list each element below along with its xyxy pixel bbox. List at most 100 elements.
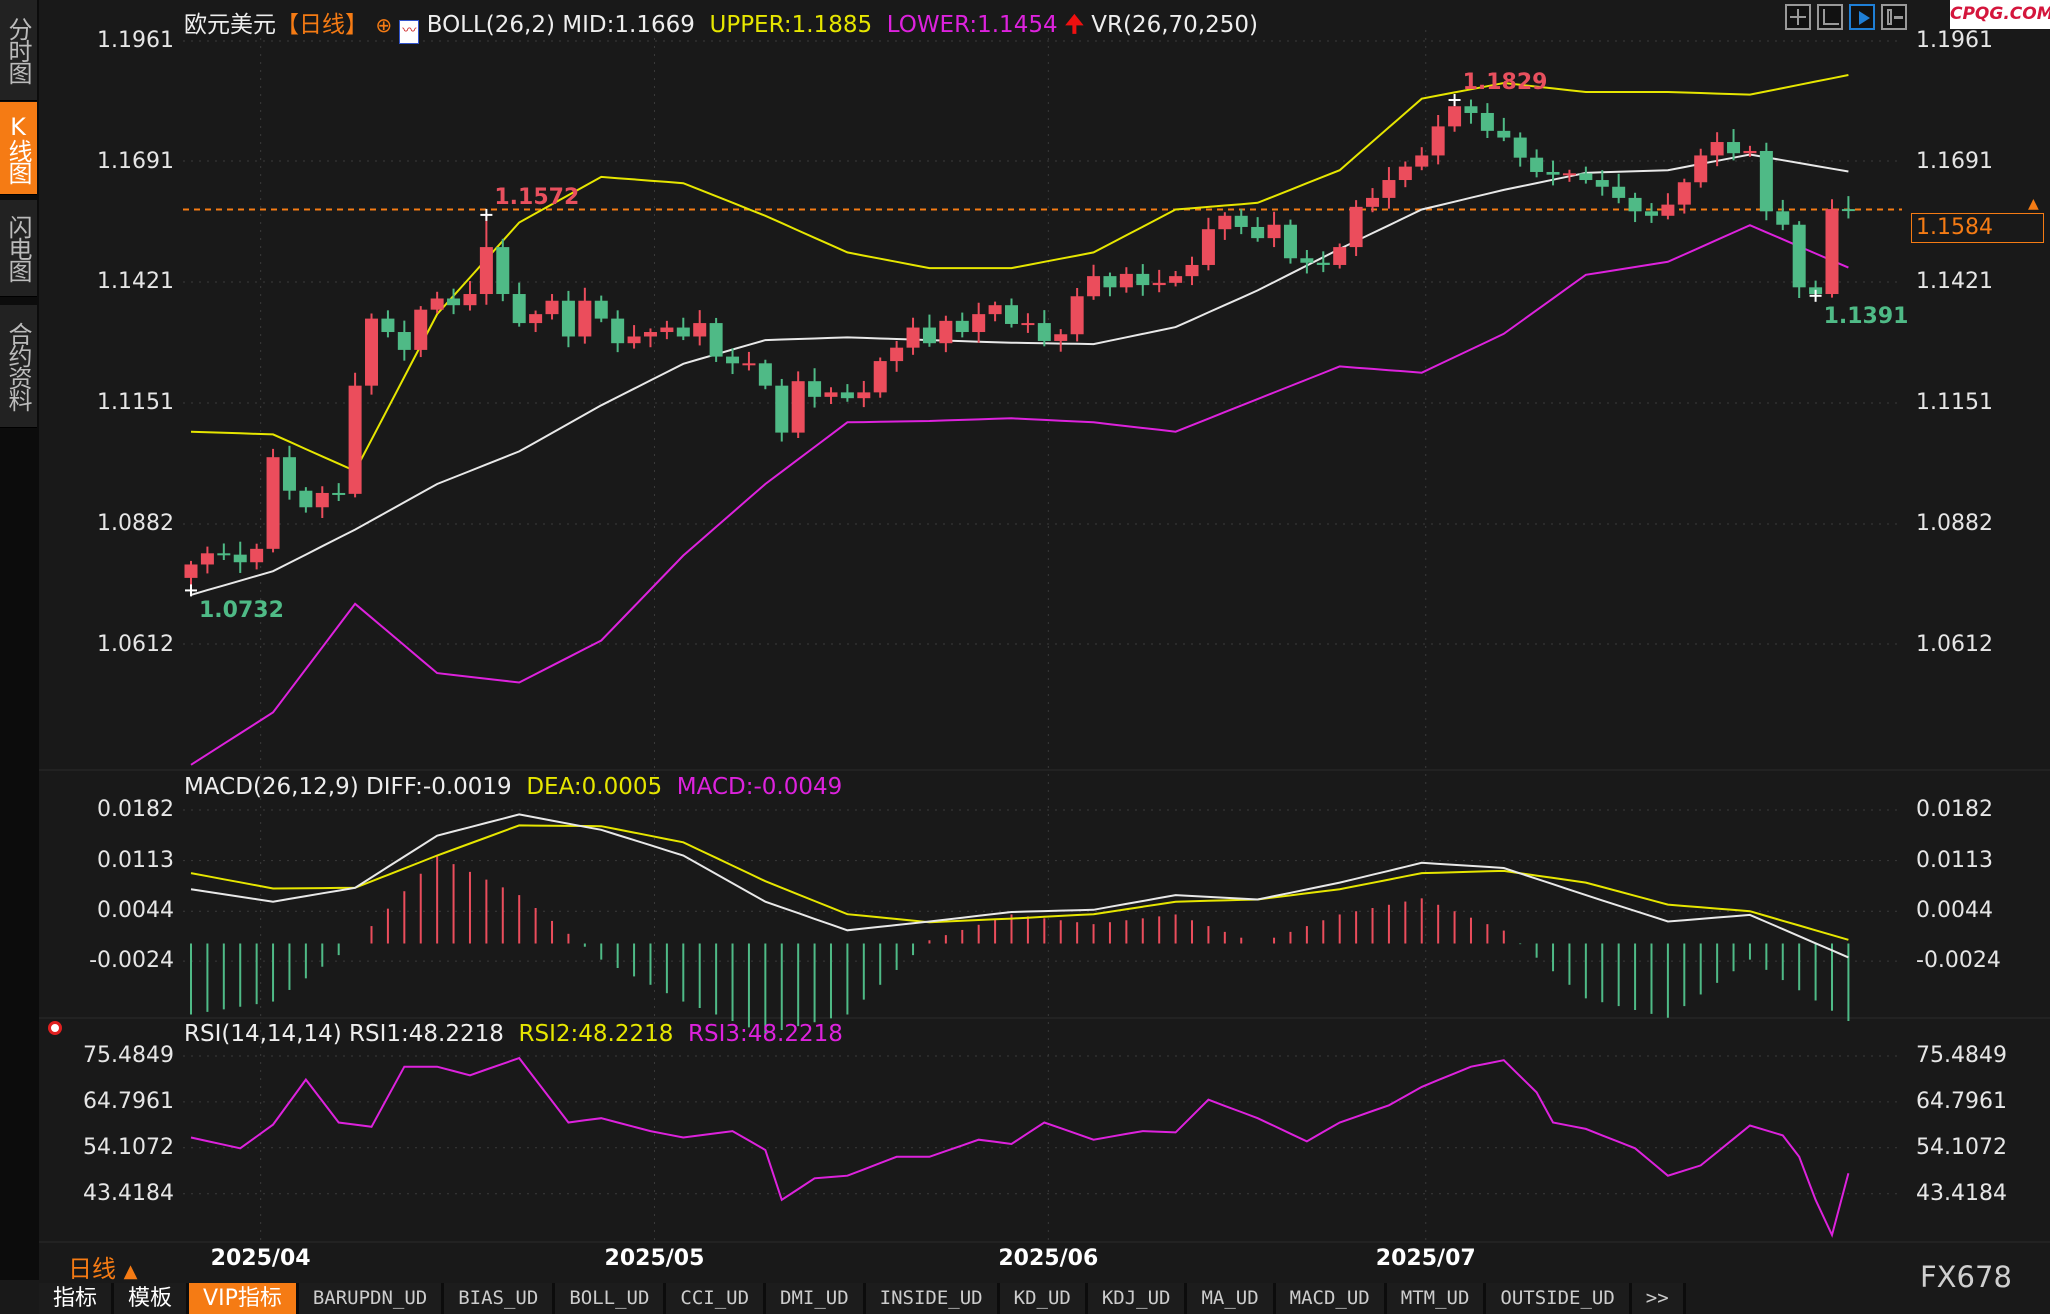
candle-body xyxy=(939,320,953,344)
candle-body xyxy=(676,327,690,337)
candle-body xyxy=(660,327,674,333)
candle-body xyxy=(906,327,920,348)
candle-body xyxy=(1005,305,1018,324)
indicator-tab[interactable]: KD_UD xyxy=(999,1283,1085,1314)
candle-body xyxy=(1562,173,1576,176)
candle-body xyxy=(561,300,575,337)
candle-body xyxy=(1333,247,1347,265)
crosshair-icon[interactable] xyxy=(1785,4,1811,30)
price-tick-left: 1.1151 xyxy=(97,390,174,416)
candle-body xyxy=(611,318,625,344)
symbol-name: 欧元美元 xyxy=(184,12,276,38)
macd-diff-line xyxy=(190,813,1849,959)
candle-body xyxy=(332,492,346,495)
indicator-tab[interactable]: MACD_UD xyxy=(1275,1283,1384,1314)
candle-body xyxy=(1349,206,1363,248)
range-select-icon[interactable] xyxy=(1817,4,1843,30)
candle-body xyxy=(857,392,871,399)
macd-header: MACD(26,12,9) DIFF:-0.0019 DEA:0.0005 MA… xyxy=(184,774,842,800)
play-forward-icon[interactable] xyxy=(1849,4,1875,30)
period-selector[interactable]: 日线 ▲ xyxy=(68,1249,137,1284)
candle-body xyxy=(1283,224,1297,259)
rsi-tick-left: 64.7961 xyxy=(83,1088,174,1114)
indicator-tab[interactable]: DMI_UD xyxy=(766,1283,863,1314)
candle-body xyxy=(1595,180,1609,187)
candle-body xyxy=(1037,323,1051,341)
rsi-tick-left: 43.4184 xyxy=(83,1180,174,1206)
candle-body xyxy=(791,381,805,433)
candle-body xyxy=(1743,150,1757,154)
macd-tick-left: 0.0113 xyxy=(97,847,174,873)
cpqg-logo: CPQG.COM xyxy=(1950,0,2050,29)
rsi-header: RSI(14,14,14) RSI1:48.2218 RSI2:48.2218 … xyxy=(184,1021,843,1047)
candle-body xyxy=(1316,262,1330,265)
candle-body xyxy=(1119,273,1133,288)
settings-dot-icon[interactable] xyxy=(48,1021,62,1035)
extreme-price-label: 1.0732 xyxy=(199,598,284,624)
indicator-tab[interactable]: KDJ_UD xyxy=(1087,1283,1185,1314)
sidebar-item-timeshare[interactable]: 分时图 xyxy=(0,0,37,101)
macd-tick-left: 0.0182 xyxy=(97,797,174,823)
candle-body xyxy=(840,392,854,399)
candle-body xyxy=(184,564,198,578)
candle-body xyxy=(1530,157,1544,172)
candle-body xyxy=(1694,155,1708,183)
extreme-price-label: 1.1391 xyxy=(1823,303,1909,329)
macd-tick-right: -0.0024 xyxy=(1916,948,2001,974)
macd-dea-line xyxy=(190,824,1849,941)
candle-body xyxy=(1841,209,1855,212)
price-tick-right: 1.0882 xyxy=(1916,510,1993,536)
candle-body xyxy=(496,247,510,295)
candle-body xyxy=(1759,150,1773,212)
indicator-tab[interactable]: MTM_UD xyxy=(1386,1283,1484,1314)
candle-body xyxy=(1776,211,1790,225)
indicator-tab[interactable]: MA_UD xyxy=(1187,1283,1273,1314)
arrow-up-icon[interactable]: 🠉 xyxy=(1064,12,1084,38)
candle-body xyxy=(578,300,592,337)
candle-body xyxy=(808,381,822,397)
candle-body xyxy=(922,327,936,344)
indicator-tab[interactable]: 模板 xyxy=(114,1283,187,1314)
add-circle-icon[interactable]: ⊕ xyxy=(375,13,393,37)
candle-body xyxy=(1070,296,1084,335)
indicator-tab[interactable]: VIP指标 xyxy=(189,1283,296,1314)
sidebar-item-flash-chart[interactable]: 闪电图 xyxy=(0,200,37,297)
move-right-icon[interactable] xyxy=(1881,4,1907,30)
price-tick-left: 1.0612 xyxy=(97,631,174,657)
candle-body xyxy=(430,298,444,310)
candle-body xyxy=(200,553,214,565)
indicator-tab[interactable]: BOLL_UD xyxy=(555,1283,664,1314)
candle-body xyxy=(381,318,395,333)
candle-body xyxy=(1612,186,1626,198)
date-tick: 2025/07 xyxy=(1375,1246,1476,1271)
rsi2-value: RSI2:48.2218 xyxy=(518,1021,674,1047)
indicator-tab[interactable]: INSIDE_UD xyxy=(865,1283,997,1314)
indicator-tab[interactable]: BIAS_UD xyxy=(444,1283,553,1314)
macd-tick-right: 0.0182 xyxy=(1916,797,1993,823)
sidebar-item-kline[interactable]: K线图 xyxy=(0,102,37,195)
indicator-chart-icon[interactable]: 〰 xyxy=(399,20,420,44)
candle-body xyxy=(1300,258,1314,263)
candle-body xyxy=(1201,229,1215,265)
rsi-name: RSI(14,14,14) xyxy=(184,1021,342,1047)
price-tick-right: 1.1961 xyxy=(1916,28,1993,53)
candle-body xyxy=(463,294,477,306)
candle-body xyxy=(1480,112,1494,131)
price-tick-left: 1.0882 xyxy=(97,510,174,536)
indicator-tab[interactable]: OUTSIDE_UD xyxy=(1486,1283,1629,1314)
indicator-tab[interactable]: CCI_UD xyxy=(666,1283,764,1314)
indicator-tab[interactable]: >> xyxy=(1631,1283,1683,1314)
rsi1-value: RSI1:48.2218 xyxy=(349,1021,504,1047)
candle-body xyxy=(873,361,887,393)
chart-header: 欧元美元【日线】 ⊕ 〰 BOLL(26,2) MID:1.1669 UPPER… xyxy=(184,5,1258,47)
candle-body xyxy=(250,548,264,563)
candle-body xyxy=(1644,211,1658,216)
rsi-tick-left: 54.1072 xyxy=(83,1134,174,1160)
indicator-tab[interactable]: 指标 xyxy=(39,1283,112,1314)
candle-body xyxy=(988,305,1002,315)
candle-body xyxy=(890,347,904,362)
sidebar-item-contract-info[interactable]: 合约资料 xyxy=(0,305,37,428)
indicator-tab[interactable]: BARUPDN_UD xyxy=(298,1283,442,1314)
candle-body xyxy=(1431,126,1445,156)
